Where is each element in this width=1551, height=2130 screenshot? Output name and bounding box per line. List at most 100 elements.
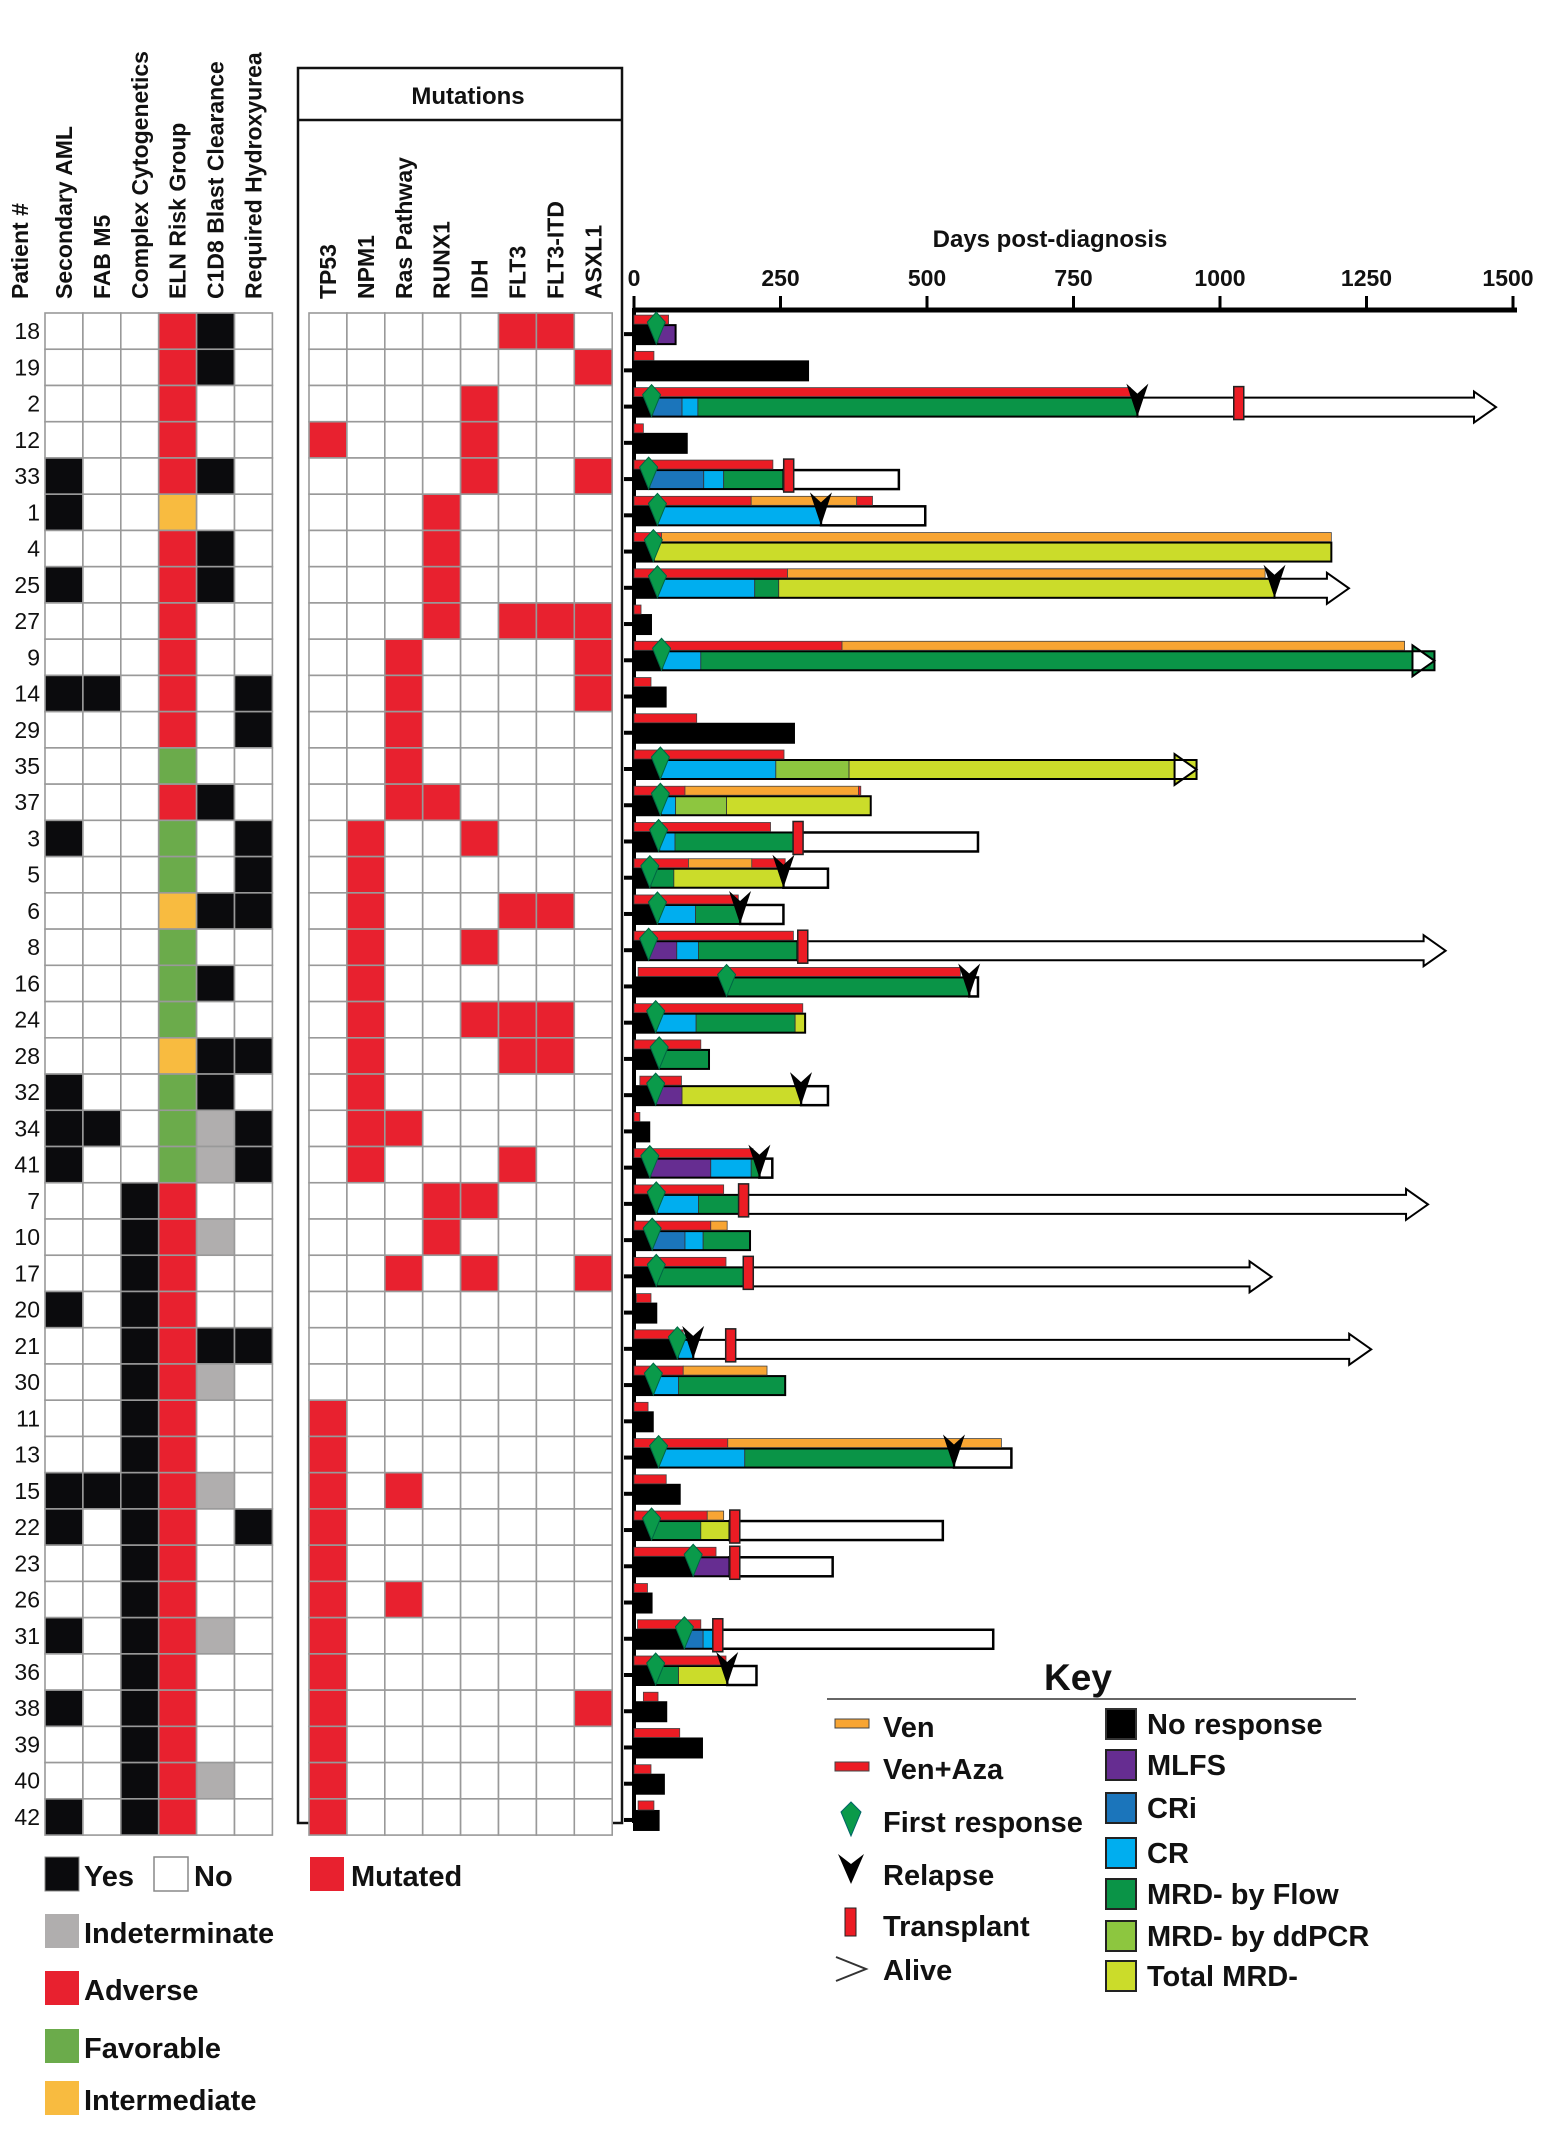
patient-id-label: 20 xyxy=(14,1297,40,1323)
response-segment-nr xyxy=(633,687,667,707)
mutation-cell xyxy=(383,855,424,894)
mutation-cell-mutated xyxy=(383,783,424,822)
mutation-cell xyxy=(497,1073,538,1112)
patient-swimmer-row xyxy=(624,818,980,856)
column-headers: Patient # Secondary AML FAB M5 Complex Cyto… xyxy=(7,51,606,299)
mutation-cell xyxy=(346,638,386,677)
clinical-cell xyxy=(157,1653,198,1691)
clinical-cell xyxy=(82,493,122,532)
clinical-cell xyxy=(120,1761,160,1800)
clinical-cell xyxy=(233,493,274,532)
key-cr: CR xyxy=(1147,1838,1189,1870)
clinical-cell xyxy=(195,1580,236,1619)
first-response-icon xyxy=(650,746,670,781)
mutation-cell-mutated xyxy=(497,602,538,640)
clinical-cell xyxy=(195,1109,236,1148)
mutation-cell xyxy=(421,855,462,894)
patient-swimmer-row xyxy=(624,1253,1274,1295)
first-response-icon xyxy=(639,456,659,491)
response-segment-nr xyxy=(633,723,795,744)
patient-id-label: 17 xyxy=(14,1260,40,1286)
clinical-cell xyxy=(157,819,198,858)
clinical-cell xyxy=(195,1254,236,1293)
clinical-cell xyxy=(44,674,84,713)
response-segment-cr xyxy=(658,1448,746,1468)
ven-therapy-line xyxy=(841,640,1405,651)
clinical-cell xyxy=(195,1798,236,1836)
clinical-header: FAB M5 xyxy=(89,214,115,299)
response-segment-cr xyxy=(657,1194,699,1215)
mutation-cell xyxy=(421,1471,462,1510)
clinical-cell xyxy=(157,1508,198,1546)
mutation-cell xyxy=(535,1798,576,1836)
clinical-cell xyxy=(195,1616,236,1655)
clinical-cell xyxy=(120,1508,160,1546)
clinical-cell xyxy=(233,1000,274,1039)
clinical-cell xyxy=(157,1290,198,1329)
relapse-icon xyxy=(1126,383,1149,417)
patient-id-label: 25 xyxy=(14,572,40,598)
venaza-therapy-line xyxy=(633,423,644,434)
mutation-cell xyxy=(383,1761,424,1800)
venaza-therapy-line xyxy=(633,1764,652,1775)
clinical-cell xyxy=(157,565,198,604)
legend-yes: Yes xyxy=(84,1861,134,1893)
clinical-cell xyxy=(120,493,160,532)
follow-up-bar xyxy=(792,831,980,853)
mutations-panel: Mutations xyxy=(296,66,624,1836)
mutation-cell xyxy=(383,384,424,423)
response-segment-flow xyxy=(754,578,780,599)
mutation-cell xyxy=(308,674,348,713)
mutation-cell xyxy=(308,964,348,1003)
clinical-cell xyxy=(82,1798,122,1836)
mutation-cell xyxy=(535,747,576,785)
clinical-header: Secondary AML xyxy=(51,126,77,299)
mutation-cell xyxy=(573,928,613,967)
key-first-response: First response xyxy=(883,1807,1083,1839)
mutation-cell xyxy=(421,1109,462,1148)
mutation-cell xyxy=(535,819,576,858)
mutation-cell xyxy=(497,529,538,568)
clinical-cell xyxy=(44,1326,84,1365)
clinical-cell xyxy=(157,674,198,713)
clinical-header: Patient # xyxy=(7,203,33,299)
response-segment-nr xyxy=(633,433,688,454)
patient-swimmer-row xyxy=(624,782,872,817)
mutation-cell xyxy=(497,1653,538,1691)
clinical-cell xyxy=(157,529,198,568)
clinical-cell xyxy=(44,1363,84,1401)
mutation-cell xyxy=(459,493,500,532)
response-bar-outline xyxy=(633,1048,711,1070)
clinical-cell xyxy=(195,1073,236,1112)
patient-id-label: 27 xyxy=(14,608,40,634)
mutation-header: ASXL1 xyxy=(580,225,606,299)
clinical-cell xyxy=(44,565,84,604)
first-response-icon xyxy=(646,1072,666,1107)
mutation-cell xyxy=(573,1109,613,1148)
clinical-cell xyxy=(120,1037,160,1075)
clinical-cell xyxy=(157,964,198,1003)
patient-swimmer-row xyxy=(624,746,1199,787)
clinical-cell xyxy=(233,1109,274,1148)
patient-id-label: 10 xyxy=(14,1224,40,1250)
follow-up-bar xyxy=(782,867,830,889)
clinical-cell xyxy=(82,1218,122,1257)
mutation-cell-mutated xyxy=(459,384,500,423)
clinical-cell xyxy=(82,420,122,459)
mutation-cell xyxy=(497,1254,538,1293)
clinical-cell xyxy=(233,602,274,640)
clinical-cell xyxy=(44,1218,84,1257)
mutation-cell xyxy=(459,1798,500,1836)
clinical-cell xyxy=(157,1181,198,1220)
clinical-cell xyxy=(195,819,236,858)
clinical-cell xyxy=(44,1254,84,1293)
clinical-cell xyxy=(157,1254,198,1293)
clinical-cell xyxy=(157,855,198,894)
clinical-cell xyxy=(195,1363,236,1401)
mutation-cell xyxy=(308,1290,348,1329)
mutation-cell xyxy=(421,1689,462,1728)
mutation-header: FLT3 xyxy=(504,246,530,299)
response-segment-flow xyxy=(744,1448,955,1468)
response-segment-flow xyxy=(659,1049,710,1070)
clinical-heatmap: 1819212331425279142935373568162428323441… xyxy=(14,312,274,1836)
